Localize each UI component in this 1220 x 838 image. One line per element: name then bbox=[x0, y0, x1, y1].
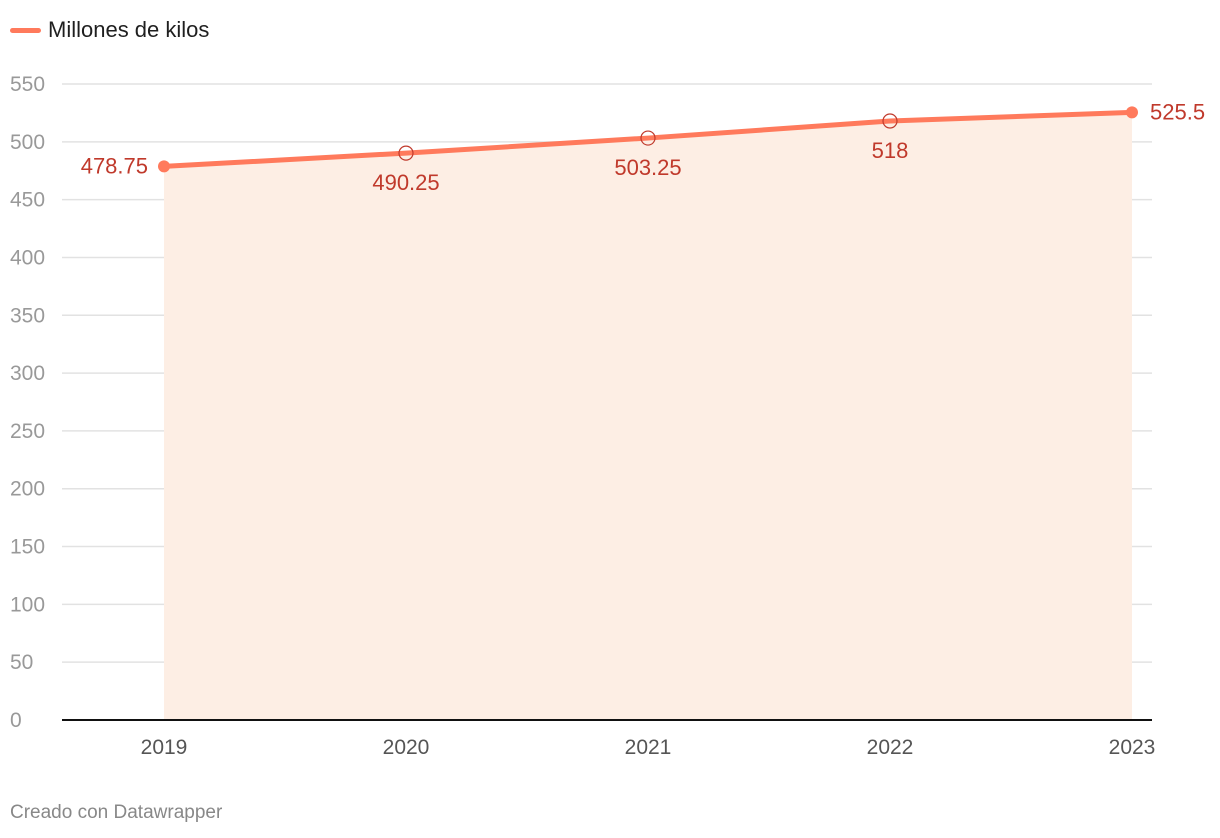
series-line-group bbox=[161, 109, 1135, 169]
footer-credit: Creado con Datawrapper bbox=[10, 802, 223, 823]
data-label: 490.25 bbox=[372, 170, 439, 195]
x-tick-label: 2022 bbox=[867, 736, 914, 759]
data-point bbox=[882, 113, 898, 129]
y-tick-label: 200 bbox=[10, 478, 45, 501]
legend-label: Millones de kilos bbox=[48, 17, 210, 42]
y-tick-label: 300 bbox=[10, 362, 45, 385]
y-tick-label: 0 bbox=[10, 709, 22, 732]
data-point bbox=[1126, 106, 1138, 119]
y-tick-label: 550 bbox=[10, 73, 45, 96]
area-fill-group bbox=[164, 112, 1132, 720]
y-tick-label: 500 bbox=[10, 131, 45, 154]
y-tick-label: 250 bbox=[10, 420, 45, 443]
chart-legend: Millones de kilos bbox=[10, 16, 209, 44]
y-tick-label: 350 bbox=[10, 304, 45, 327]
series-line bbox=[161, 109, 1135, 169]
y-tick-label: 450 bbox=[10, 189, 45, 212]
data-label: 518 bbox=[872, 138, 909, 163]
y-tick-label: 150 bbox=[10, 536, 45, 559]
data-points bbox=[158, 106, 1138, 173]
data-labels: 478.75 490.25 503.25 518 525.5 bbox=[81, 99, 1205, 195]
data-label: 525.5 bbox=[1150, 99, 1205, 124]
x-tick-label: 2020 bbox=[383, 736, 430, 759]
data-point bbox=[158, 160, 170, 173]
data-label: 478.75 bbox=[81, 153, 148, 178]
x-tick-label: 2019 bbox=[141, 736, 188, 759]
y-tick-label: 100 bbox=[10, 593, 45, 616]
data-point bbox=[640, 130, 656, 146]
legend-swatch bbox=[10, 27, 41, 33]
x-tick-label: 2021 bbox=[625, 736, 672, 759]
axes: 2019 2020 2021 2022 2023 bbox=[62, 719, 1156, 759]
area-fill bbox=[164, 112, 1132, 720]
data-point bbox=[398, 145, 414, 161]
y-tick-label: 50 bbox=[10, 651, 33, 674]
x-tick-label: 2023 bbox=[1109, 736, 1156, 759]
y-tick-label: 400 bbox=[10, 246, 45, 269]
data-label: 503.25 bbox=[614, 155, 681, 180]
